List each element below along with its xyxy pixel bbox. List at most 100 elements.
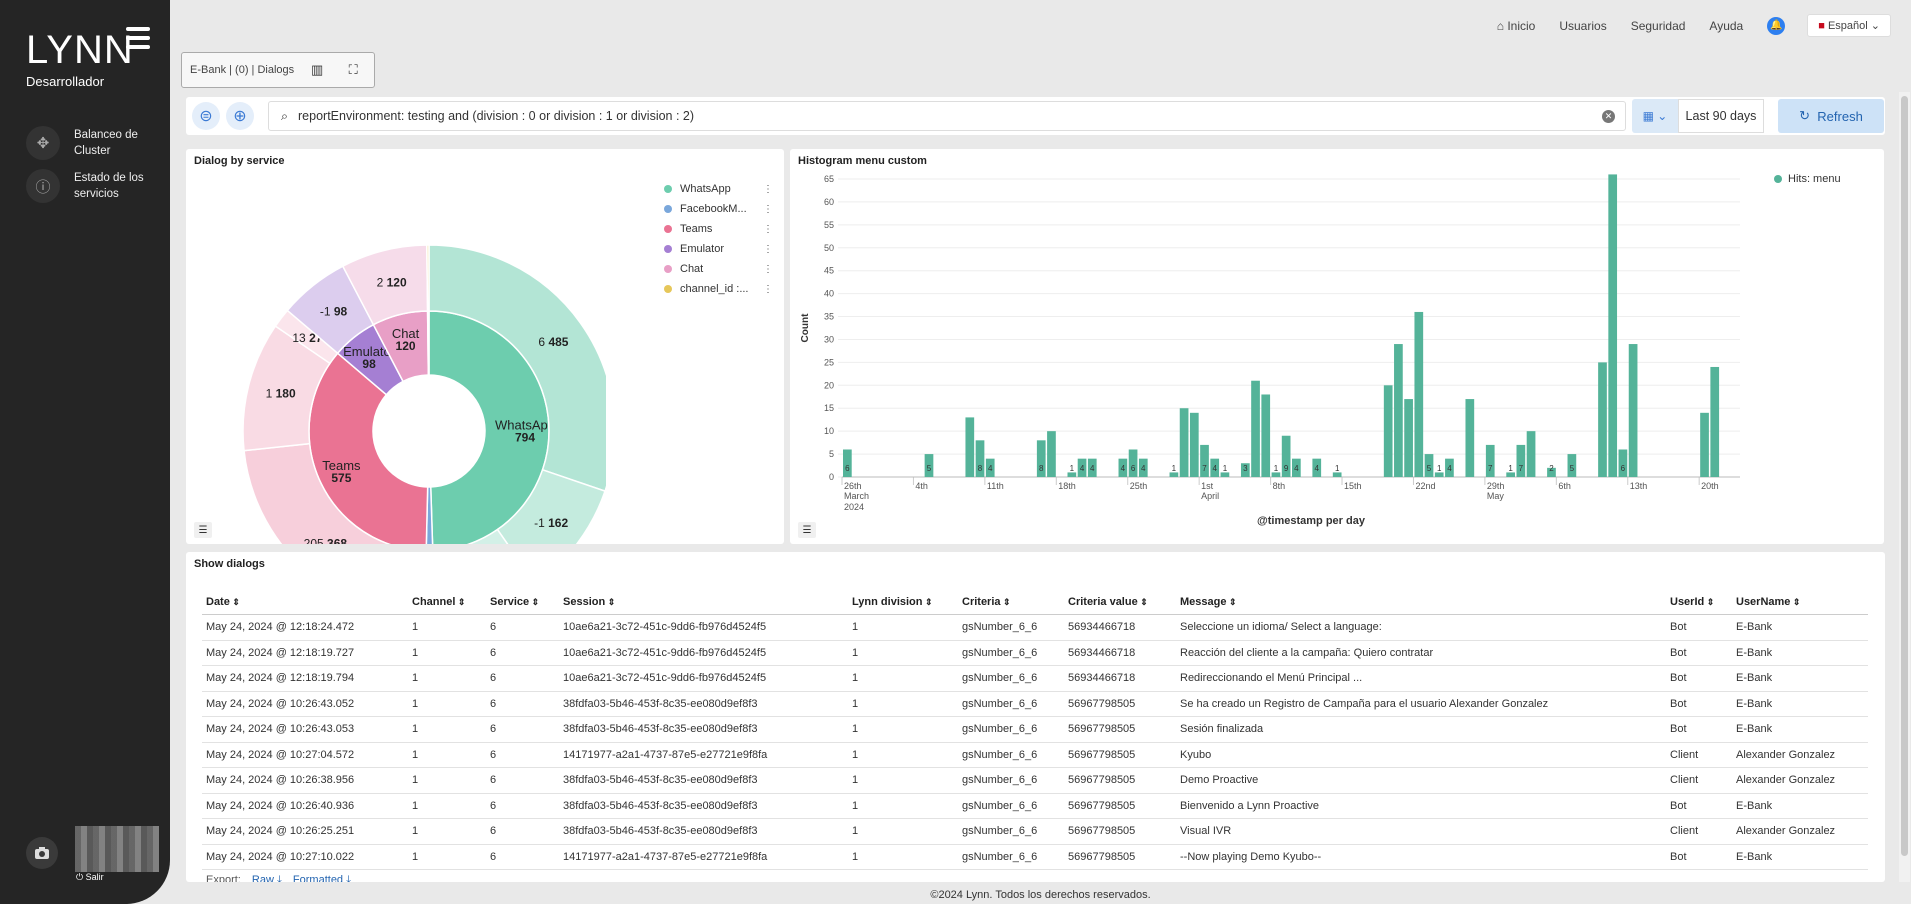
table-row[interactable]: May 24, 2024 @ 10:27:04.572 1 6 14171977-a2…	[202, 742, 1868, 768]
table-row[interactable]: May 24, 2024 @ 10:26:43.052 1 6 38fdfa03-5b…	[202, 691, 1868, 717]
table-cell: Bienvenido a Lynn Proactive	[1176, 793, 1666, 819]
column-header[interactable]: UserId ⇕	[1666, 590, 1732, 615]
table-row[interactable]: May 24, 2024 @ 10:26:38.956 1 6 38fdfa03-5b…	[202, 767, 1868, 794]
legend-dot	[664, 245, 672, 253]
export-formatted-link[interactable]: Formatted ⤓	[292, 874, 351, 882]
nav-inicio[interactable]: ⌂ Inicio	[1496, 18, 1536, 33]
table-cell: 56967798505	[1064, 844, 1176, 870]
x-tick-label: 11th	[987, 481, 1004, 491]
table-cell: 1	[848, 614, 958, 641]
donut-outer-slice	[426, 244, 430, 312]
slice-value-label: -1 98	[320, 304, 348, 318]
y-tick-label: 30	[824, 334, 834, 344]
table-row[interactable]: May 24, 2024 @ 10:26:43.053 1 6 38fdfa03-5b…	[202, 716, 1868, 743]
legend-label: Emulator	[680, 243, 725, 255]
table-cell: 38fdfa03-5b46-453f-8c35-ee080d9ef8f3	[559, 818, 848, 845]
search-input[interactable]: ⌕ reportEnvironment: testing and (divisi…	[268, 101, 1626, 131]
add-filter-icon[interactable]: ⊕	[226, 102, 254, 130]
clear-icon[interactable]: ✕	[1602, 110, 1615, 123]
histogram-bar	[1465, 399, 1475, 477]
language-select[interactable]: ■ Español ⌄	[1807, 14, 1891, 37]
table-row[interactable]: May 24, 2024 @ 12:18:19.794 1 6 10ae6a21-3c…	[202, 665, 1868, 692]
bar-value-label: 4	[1090, 464, 1095, 473]
fullscreen-icon[interactable]: ⛶	[348, 62, 358, 77]
nav-usuarios[interactable]: Usuarios	[1559, 18, 1607, 33]
y-tick-label: 40	[824, 289, 834, 299]
chart-view-icon[interactable]: ▥	[310, 62, 324, 77]
table-cell: 1	[848, 665, 958, 692]
legend-item[interactable]: Emulator ⋮	[664, 239, 773, 259]
avatar	[75, 826, 159, 872]
table-row[interactable]: May 24, 2024 @ 10:27:10.022 1 6 14171977-a2…	[202, 844, 1868, 870]
histogram-bar	[1608, 174, 1618, 477]
column-header[interactable]: Criteria ⇕	[958, 590, 1064, 615]
table-cell: E-Bank	[1732, 716, 1868, 743]
list-icon[interactable]: ☰	[798, 522, 816, 538]
legend-item[interactable]: FacebookM... ⋮	[664, 199, 773, 219]
hamburger-menu-icon[interactable]	[126, 27, 150, 49]
column-header[interactable]: UserName ⇕	[1732, 590, 1868, 615]
options-icon[interactable]: ⋮	[763, 183, 773, 195]
table-cell: 1	[848, 640, 958, 666]
table-cell: May 24, 2024 @ 10:26:25.251	[202, 818, 408, 845]
camera-icon[interactable]	[26, 837, 58, 869]
options-icon[interactable]: ⋮	[763, 223, 773, 235]
options-icon[interactable]: ⋮	[763, 203, 773, 215]
list-icon[interactable]: ☰	[194, 522, 212, 538]
column-header[interactable]: Lynn division ⇕	[848, 590, 958, 615]
column-header[interactable]: Date ⇕	[202, 590, 408, 615]
legend-item[interactable]: channel_id :... ⋮	[664, 279, 773, 299]
show-dialogs-panel: Show dialogs Date ⇕ Channel ⇕ Service ⇕ Ses…	[186, 552, 1885, 882]
filter-icon[interactable]: ⊜	[192, 102, 220, 130]
date-range[interactable]: Last 90 days	[1678, 99, 1764, 133]
bar-value-label: 4	[1294, 464, 1299, 473]
sidebar-item-cluster[interactable]: ✥ Balanceo de Cluster	[26, 126, 161, 160]
panel-title: Histogram menu custom	[798, 155, 927, 167]
legend-label: FacebookM...	[680, 203, 747, 215]
table-cell: 6	[486, 640, 559, 666]
options-icon[interactable]: ⋮	[763, 283, 773, 295]
column-header[interactable]: Channel ⇕	[408, 590, 486, 615]
scrollbar[interactable]	[1899, 92, 1910, 882]
table-cell: 56967798505	[1064, 691, 1176, 717]
sidebar-item-services[interactable]: ⓘ Estado de los servicios	[26, 169, 161, 203]
bar-value-label: 5	[927, 464, 932, 473]
column-header[interactable]: Message ⇕	[1176, 590, 1666, 615]
legend-item[interactable]: WhatsApp ⋮	[664, 179, 773, 199]
histogram-bar	[1526, 431, 1536, 477]
table-cell: Sesión finalizada	[1176, 716, 1666, 743]
column-header[interactable]: Criteria value ⇕	[1064, 590, 1176, 615]
y-tick-label: 35	[824, 312, 834, 322]
column-header[interactable]: Service ⇕	[486, 590, 559, 615]
donut-outer-slice	[466, 528, 509, 544]
histogram-bar	[1179, 408, 1189, 477]
bell-icon[interactable]: 🔔	[1767, 16, 1786, 35]
bar-value-label: 4	[1447, 464, 1452, 473]
bar-value-label: 4	[1080, 464, 1085, 473]
sort-icon: ⇕	[529, 597, 540, 607]
calendar-icon[interactable]: ▦ ⌄	[1632, 99, 1678, 133]
nav-ayuda[interactable]: Ayuda	[1709, 18, 1744, 33]
bar-value-label: 4	[988, 464, 993, 473]
logout-button[interactable]: ⏻ Salir	[76, 872, 104, 882]
slice-value-label: 1 180	[266, 387, 296, 401]
options-icon[interactable]: ⋮	[763, 263, 773, 275]
x-tick-label: 4th	[915, 481, 928, 491]
table-row[interactable]: May 24, 2024 @ 10:26:40.936 1 6 38fdfa03-5b…	[202, 793, 1868, 819]
table-row[interactable]: May 24, 2024 @ 12:18:19.727 1 6 10ae6a21-3c…	[202, 640, 1868, 666]
table-row[interactable]: May 24, 2024 @ 10:26:25.251 1 6 38fdfa03-5b…	[202, 818, 1868, 845]
bar-value-label: 1	[1335, 464, 1340, 473]
histogram-legend[interactable]: Hits: menu	[1774, 173, 1841, 185]
refresh-button[interactable]: ↻ Refresh	[1778, 99, 1884, 133]
nav-seguridad[interactable]: Seguridad	[1630, 18, 1686, 33]
slice-value-label: 98	[362, 357, 376, 371]
column-header[interactable]: Session ⇕	[559, 590, 848, 615]
legend-item[interactable]: Chat ⋮	[664, 259, 773, 279]
sort-icon: ⇕	[922, 597, 933, 607]
legend-item[interactable]: Teams ⋮	[664, 219, 773, 239]
histogram-bar	[985, 458, 995, 477]
table-row[interactable]: May 24, 2024 @ 12:18:24.472 1 6 10ae6a21-3c…	[202, 614, 1868, 641]
export-raw-link[interactable]: Raw ⤓	[251, 874, 282, 882]
table-cell: Client	[1666, 767, 1732, 794]
options-icon[interactable]: ⋮	[763, 243, 773, 255]
